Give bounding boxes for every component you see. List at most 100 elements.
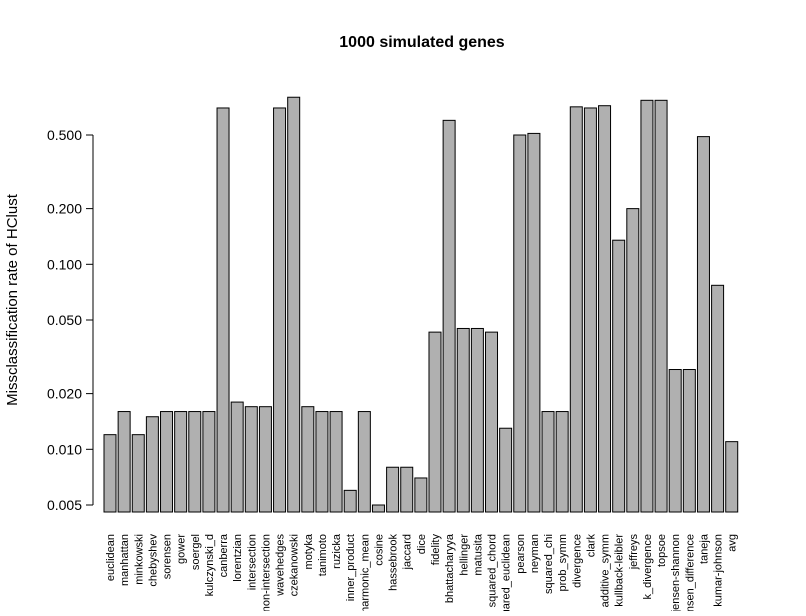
bar (456, 327, 470, 513)
x-tick-label: kumar-johnson (713, 534, 725, 607)
bar (160, 411, 174, 513)
bar (485, 331, 499, 513)
bar (541, 411, 555, 513)
x-tick-label: kullback-leibler (614, 534, 626, 607)
x-axis-labels: euclidean manhattan minkowski chebyshev sore… (105, 533, 739, 616)
bar (244, 406, 258, 513)
x-tick-label: motyka (303, 533, 315, 569)
y-tick-label: 0.010 (47, 441, 82, 457)
bar (174, 411, 188, 513)
x-tick-label: neyman (529, 534, 541, 573)
bar (682, 369, 696, 513)
x-tick-label: squared_chi (543, 534, 555, 594)
x-tick-label: fidelity (430, 534, 442, 566)
x-tick-label: lorentzian (232, 534, 244, 582)
bar (668, 369, 682, 513)
bar (513, 134, 527, 513)
bar (371, 504, 385, 513)
x-tick-label: kulczynski_d (204, 534, 216, 596)
bar (598, 105, 612, 513)
bar (117, 411, 131, 513)
x-tick-label: dice (416, 534, 428, 554)
bar (414, 477, 428, 513)
bar (696, 136, 710, 513)
y-axis: 0.005 0.010 0.020 0.050 0.100 0.200 0.500 (47, 127, 94, 513)
bar (343, 489, 357, 513)
bar (569, 106, 583, 513)
bar (216, 107, 230, 513)
bar (654, 99, 668, 513)
bar (470, 327, 484, 513)
x-tick-label: czekanowski (289, 534, 301, 596)
bar (442, 119, 456, 513)
x-tick-label: non-intersection (260, 534, 272, 611)
bar (315, 411, 329, 513)
x-tick-label: taneja (698, 533, 710, 564)
x-tick-label: k_divergence (642, 534, 654, 599)
x-tick-label: clark (585, 534, 597, 558)
bar (583, 107, 597, 513)
x-tick-label: euclidean (105, 534, 117, 581)
x-tick-label: wavehedges (275, 534, 287, 597)
x-tick-label: avg (727, 534, 739, 552)
x-tick-label: hellinger (458, 534, 470, 576)
x-tick-label: sorensen (162, 534, 174, 579)
bar (145, 416, 159, 513)
x-tick-label: minkowski (133, 534, 145, 585)
x-tick-label: squared_chord (487, 534, 499, 607)
bar (626, 208, 640, 513)
bar (725, 441, 739, 513)
bar (273, 107, 287, 513)
x-tick-label: jeffreys (628, 534, 640, 571)
x-tick-label: divergence (571, 534, 583, 588)
x-tick-label: topsoe (656, 534, 668, 567)
x-tick-label: chebyshev (147, 534, 159, 587)
x-tick-label: bhattacharyya (444, 533, 456, 603)
bar (711, 284, 725, 513)
y-tick-label: 0.200 (47, 201, 82, 217)
y-tick-label: 0.100 (47, 256, 82, 272)
x-tick-label: canberra (218, 533, 230, 577)
bar (329, 411, 343, 513)
y-tick-label: 0.050 (47, 312, 82, 328)
bar (386, 466, 400, 513)
x-tick-label: jensen-shannon (670, 534, 682, 611)
bar (131, 434, 145, 513)
chart-title: 1000 simulated genes (339, 34, 505, 51)
x-tick-label: ruzicka (331, 533, 343, 569)
bar (357, 411, 371, 513)
bar (103, 434, 117, 513)
bar (555, 411, 569, 513)
bar (202, 411, 216, 513)
x-tick-label: matusita (472, 533, 484, 575)
bar (258, 406, 272, 513)
bars (103, 96, 739, 513)
y-tick-label: 0.500 (47, 127, 82, 143)
bar (640, 99, 654, 513)
x-tick-label: jensen_difference (684, 534, 696, 611)
bar (499, 427, 513, 513)
y-axis-label: Missclassification rate of HClust (4, 193, 21, 406)
x-tick-label: prob_symm (557, 534, 569, 591)
bar (400, 466, 414, 513)
x-tick-label: inner_product (345, 534, 357, 601)
y-tick-label: 0.005 (47, 497, 82, 513)
x-tick-label: pearson (515, 534, 527, 574)
y-tick-label: 0.020 (47, 386, 82, 402)
bar (230, 401, 244, 513)
bar (527, 132, 541, 513)
x-tick-label: soergel (190, 534, 202, 570)
x-tick-label: additive_symm (600, 534, 612, 607)
x-tick-label: manhattan (119, 534, 131, 586)
x-tick-label: gower (176, 534, 188, 564)
bar (428, 331, 442, 513)
x-tick-label: tanimoto (317, 534, 329, 576)
bar (287, 96, 301, 513)
x-tick-label: cosine (373, 534, 385, 566)
x-tick-label: harmonic_mean (359, 534, 371, 611)
x-tick-label: squared_euclidean (501, 534, 513, 611)
x-tick-label: jaccard (402, 534, 414, 570)
x-tick-label: hassebrook (388, 534, 400, 591)
